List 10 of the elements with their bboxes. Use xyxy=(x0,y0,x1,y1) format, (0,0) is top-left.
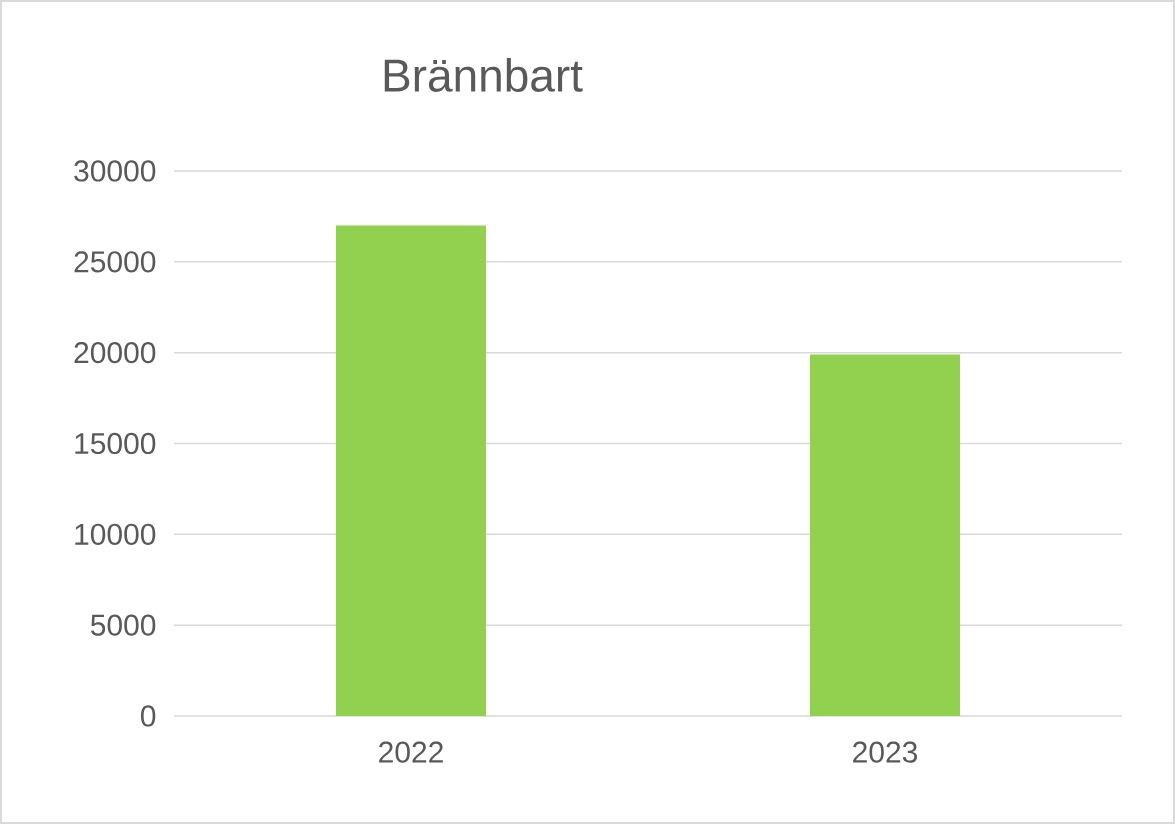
x-tick-label: 2023 xyxy=(853,741,918,763)
y-tick-label: 25000 xyxy=(74,251,156,273)
y-tick-label: 10000 xyxy=(75,523,156,545)
chart-title: Brännbart xyxy=(384,58,583,92)
y-tick-label: 30000 xyxy=(74,160,156,182)
y-tick-label: 5000 xyxy=(90,614,156,636)
x-tick-label: 2022 xyxy=(379,741,443,763)
y-tick-label: 15000 xyxy=(75,432,156,455)
y-tick-label: 20000 xyxy=(74,342,156,364)
y-tick-label: 0 xyxy=(140,705,156,727)
